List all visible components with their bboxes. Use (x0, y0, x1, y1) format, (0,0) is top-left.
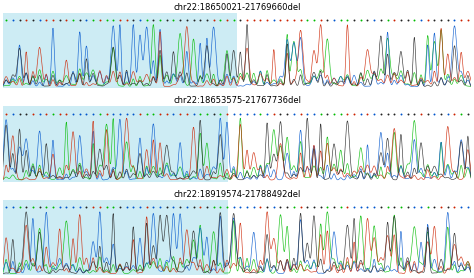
Bar (3, 200, 228, 275)
Title: chr22:18650021-21769660del: chr22:18650021-21769660del (173, 3, 301, 12)
Bar (3, 13, 237, 88)
Title: chr22:18653575-21767736del: chr22:18653575-21767736del (173, 96, 301, 105)
Title: chr22:18919574-21788492del: chr22:18919574-21788492del (173, 190, 301, 199)
Bar (3, 106, 228, 182)
